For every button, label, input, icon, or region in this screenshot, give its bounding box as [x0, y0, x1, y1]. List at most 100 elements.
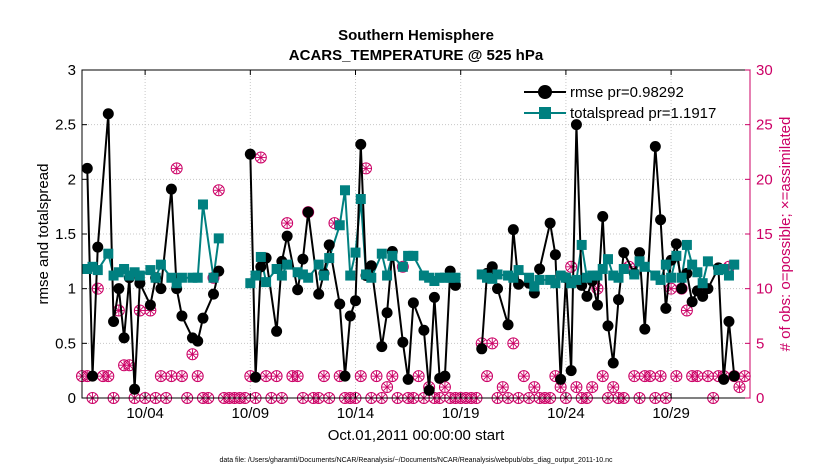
- totalspread-point: [702, 256, 713, 267]
- totalspread-point: [155, 259, 166, 270]
- obs-assimilated-marker: [355, 371, 366, 382]
- obs-assimilated-marker: [508, 338, 519, 349]
- totalspread-point: [676, 272, 687, 283]
- y-tick-label-right: 20: [756, 171, 773, 188]
- totalspread-point: [376, 248, 387, 259]
- totalspread-point: [192, 272, 203, 283]
- totalspread-point: [176, 272, 187, 283]
- obs-assimilated-marker: [187, 349, 198, 360]
- obs-assimilated-marker: [645, 371, 656, 382]
- x-tick-label: 10/29: [652, 405, 690, 422]
- rmse-point: [723, 315, 735, 327]
- obs-assimilated-marker: [734, 382, 745, 393]
- totalspread-point: [671, 250, 682, 261]
- obs-possible-marker: [175, 370, 188, 383]
- totalspread-point: [723, 270, 734, 281]
- totalspread-point: [560, 272, 571, 283]
- rmse-point: [660, 302, 672, 314]
- obs-assimilated-marker: [681, 305, 692, 316]
- y-tick-label-right: 15: [756, 226, 773, 243]
- obs-possible-marker: [565, 260, 578, 273]
- rmse-point: [344, 310, 356, 322]
- totalspread-point: [397, 261, 408, 272]
- totalspread-point: [450, 272, 461, 283]
- rmse-point: [655, 214, 667, 226]
- x-tick-label: 10/09: [232, 405, 270, 422]
- totalspread-point: [581, 272, 592, 283]
- rmse-point: [613, 294, 625, 306]
- obs-assimilated-marker: [439, 382, 450, 393]
- totalspread-point: [476, 269, 487, 280]
- obs-possible-marker: [680, 304, 693, 317]
- rmse-point: [244, 148, 256, 160]
- y-tick-label-left: 1: [68, 281, 76, 298]
- totalspread-point: [629, 269, 640, 280]
- totalspread-point: [429, 276, 440, 287]
- totalspread-point: [424, 272, 435, 283]
- rmse-point: [334, 298, 346, 310]
- legend-rmse-label: rmse pr=0.98292: [570, 84, 684, 101]
- totalspread-point: [713, 265, 724, 276]
- rmse-point: [544, 217, 556, 229]
- rmse-point: [108, 315, 120, 327]
- totalspread-point: [113, 267, 124, 278]
- totalspread-point: [282, 259, 293, 270]
- legend-totalspread-marker: [539, 107, 551, 119]
- rmse-point: [271, 325, 283, 337]
- y-tick-label-left: 0.5: [55, 335, 76, 352]
- rmse-point: [297, 253, 309, 265]
- legend: rmse pr=0.98292 totalspread pr=1.1917: [524, 84, 716, 122]
- data-file-footnote: data file: /Users/gharamti/Documents/NCA…: [219, 457, 613, 464]
- totalspread-point: [108, 270, 119, 281]
- totalspread-point: [508, 272, 519, 283]
- totalspread-point: [334, 220, 345, 231]
- rmse-point: [476, 343, 488, 355]
- totalspread-point: [503, 270, 514, 281]
- obs-assimilated-marker: [134, 305, 145, 316]
- totalspread-point: [361, 269, 372, 280]
- totalspread-point: [250, 270, 261, 281]
- totalspread-point: [145, 265, 156, 276]
- rmse-point: [281, 230, 293, 242]
- obs-possible-marker: [212, 184, 225, 197]
- totalspread-point: [729, 259, 740, 270]
- rmse-point: [144, 299, 156, 311]
- rmse-point: [634, 247, 646, 259]
- rmse-point: [676, 283, 688, 295]
- totalspread-point: [687, 259, 698, 270]
- rmse-point: [439, 370, 451, 382]
- obs-assimilated-marker: [371, 371, 382, 382]
- rmse-point: [381, 307, 393, 319]
- obs-possible-marker: [186, 348, 199, 361]
- rmse-point: [507, 224, 519, 236]
- totalspread-point: [545, 274, 556, 285]
- rmse-point: [355, 138, 367, 150]
- obs-assimilated-marker: [271, 371, 282, 382]
- obs-possible-marker: [396, 260, 409, 273]
- obs-possible-marker: [586, 381, 599, 394]
- obs-possible-marker: [517, 370, 530, 383]
- rmse-point: [129, 383, 141, 395]
- totalspread-point: [339, 185, 350, 196]
- rmse-point: [250, 371, 262, 383]
- totalspread-point: [513, 265, 524, 276]
- totalspread-point: [355, 194, 366, 205]
- totalspread-point: [534, 274, 545, 285]
- obs-assimilated-marker: [176, 371, 187, 382]
- obs-assimilated-marker: [124, 360, 135, 371]
- rmse-point: [697, 290, 709, 302]
- rmse-point: [255, 261, 267, 273]
- rmse-point: [423, 384, 435, 396]
- x-axis-label: Oct.01,2011 00:00:00 start: [328, 427, 505, 444]
- y-axis-right-label: # of obs: o=possible; ×=assimilated: [777, 117, 794, 352]
- obs-possible-marker: [528, 381, 541, 394]
- totalspread-point: [613, 272, 624, 283]
- chart-subtitle: ACARS_TEMPERATURE @ 525 hPa: [289, 47, 544, 64]
- obs-assimilated-marker: [608, 382, 619, 393]
- obs-assimilated-marker: [166, 371, 177, 382]
- rmse-point: [376, 341, 388, 353]
- obs-possible-marker: [496, 381, 509, 394]
- obs-possible-marker: [91, 282, 104, 295]
- rmse-point: [292, 284, 304, 296]
- totalspread-point: [197, 199, 208, 210]
